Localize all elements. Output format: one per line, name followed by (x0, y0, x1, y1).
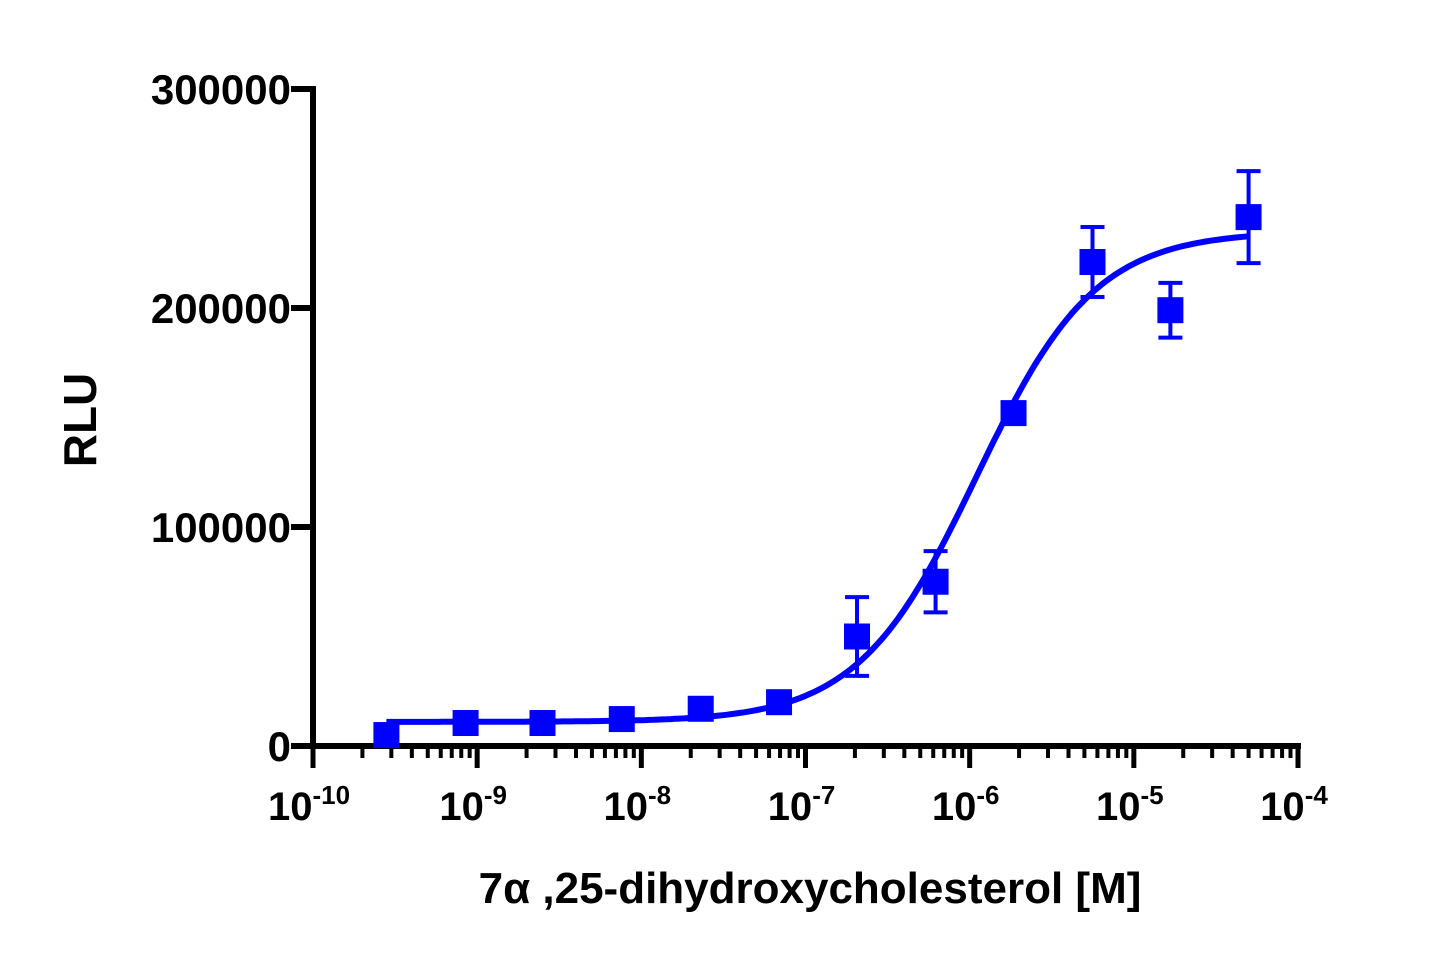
x-tick-label: 10-9 (439, 780, 507, 829)
data-point (766, 689, 793, 716)
x-tick-label: 10-4 (1260, 780, 1328, 829)
data-point (373, 722, 400, 749)
data-point (1235, 204, 1262, 231)
x-axis-label: 7α ,25-dihydroxycholesterol [M] (479, 864, 1142, 913)
y-tick-label: 200000 (151, 285, 291, 332)
data-point (1079, 249, 1106, 276)
data-point (452, 710, 479, 737)
data-point (687, 695, 714, 722)
x-tick-label: 10-5 (1096, 780, 1164, 829)
data-point (529, 710, 556, 737)
y-tick-label: 100000 (151, 504, 291, 551)
y-axis-label: RLU (54, 373, 106, 468)
x-tick-label: 10-10 (268, 780, 350, 829)
fit-curve (386, 233, 1249, 725)
x-tick-label: 10-8 (604, 780, 672, 829)
data-point (608, 706, 635, 733)
x-tick-label: 10-6 (932, 780, 1000, 829)
data-point (922, 568, 949, 595)
y-tick-label: 0 (268, 723, 291, 770)
data-point (1157, 297, 1184, 324)
y-tick-label: 300000 (151, 66, 291, 113)
x-tick-label: 10-7 (768, 780, 836, 829)
data-point (1000, 400, 1027, 427)
data-point (844, 623, 871, 650)
